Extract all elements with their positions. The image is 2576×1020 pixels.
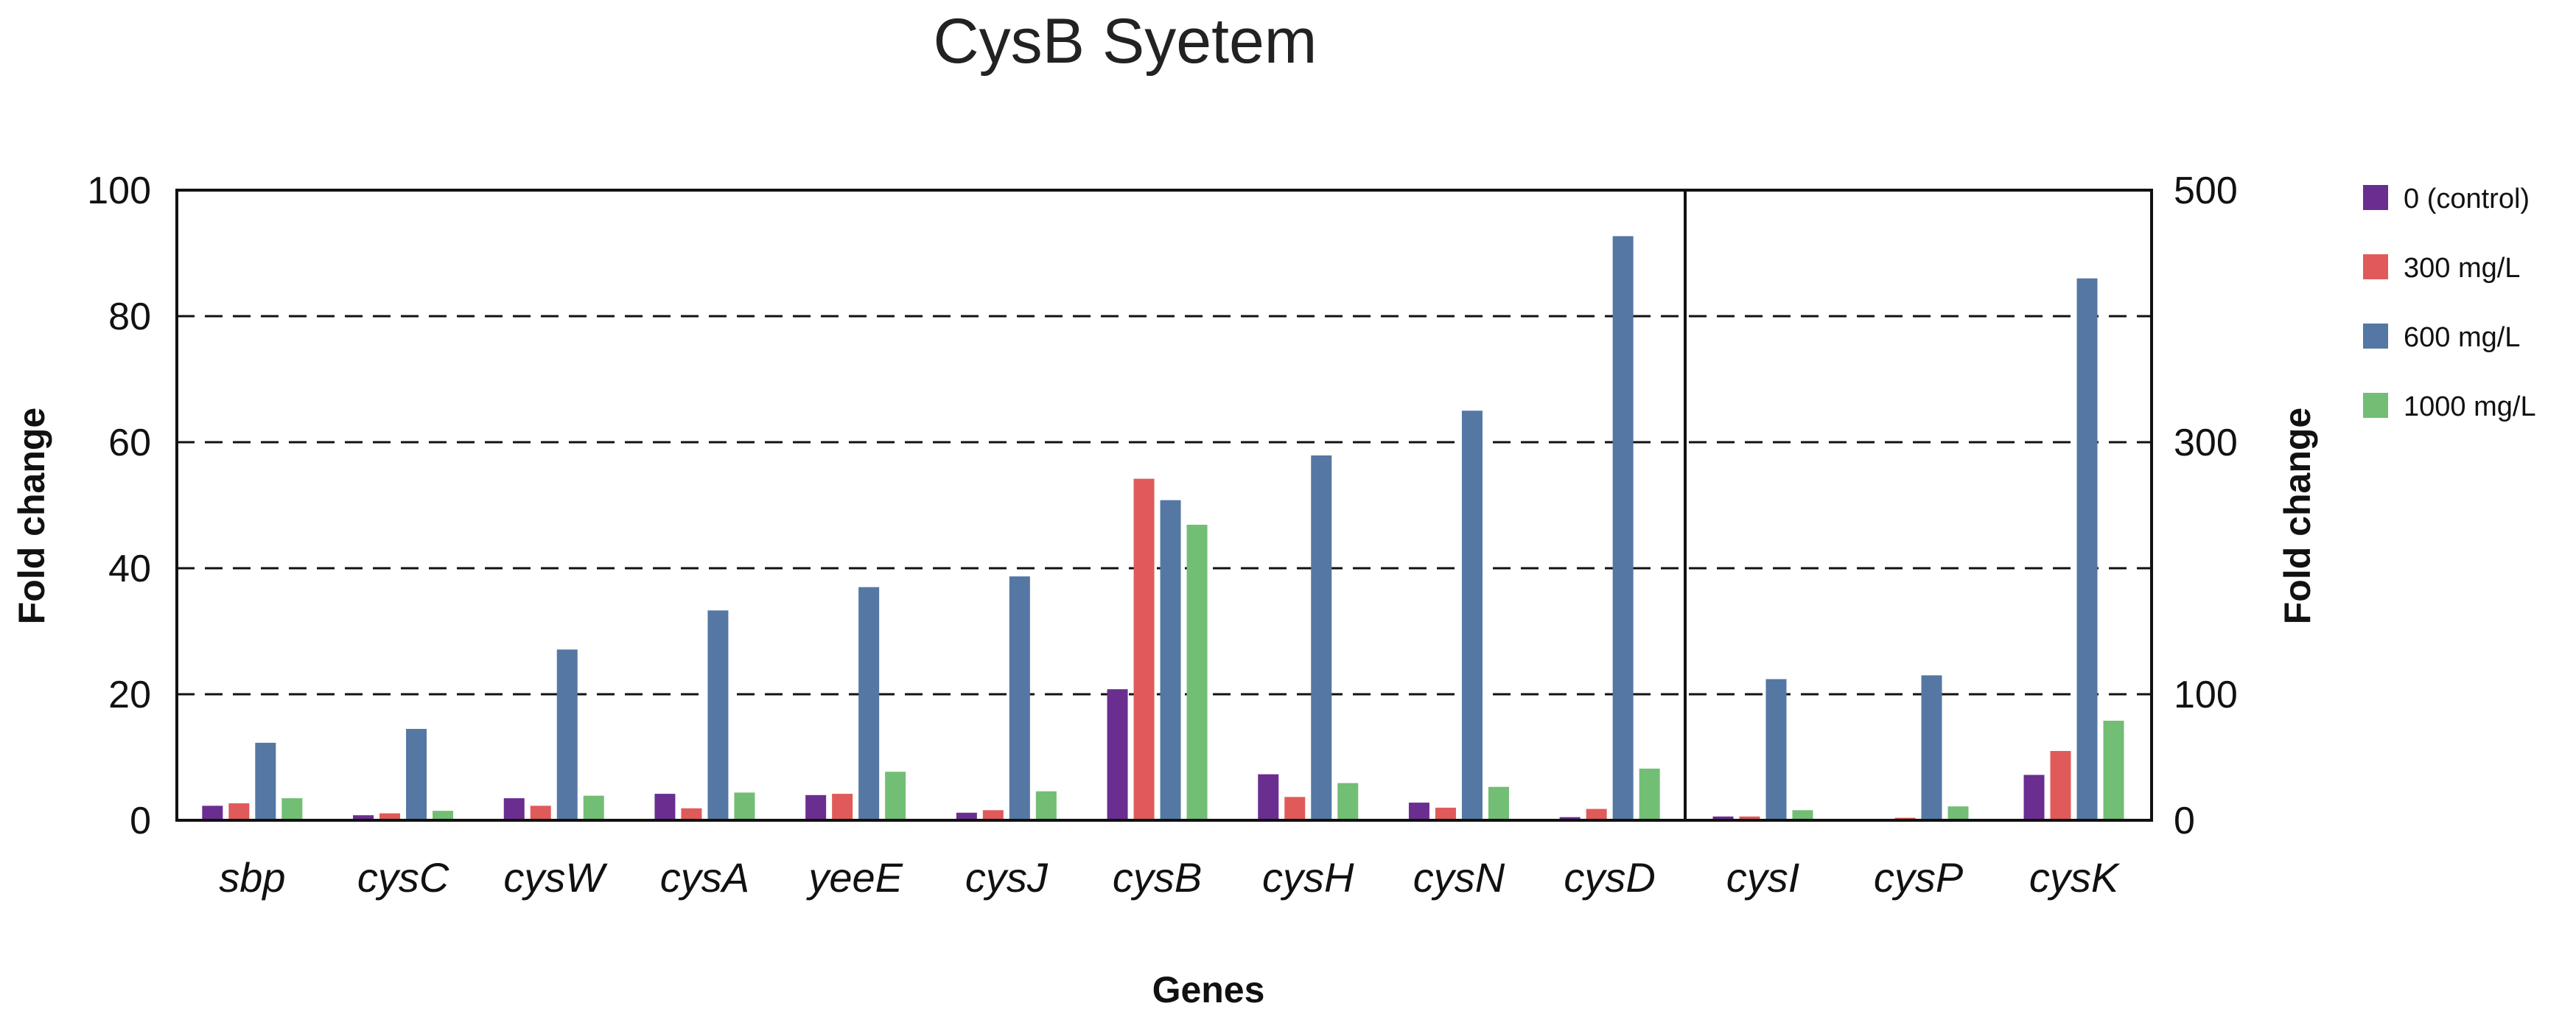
left-y-axis: 0 20 40 60 80 100 [87, 170, 151, 842]
legend-swatch [2363, 324, 2388, 349]
category-label: cysP [1874, 854, 1963, 901]
bar-cysH-3 [1337, 783, 1359, 820]
bar-cysK-1 [2050, 750, 2071, 820]
category-label: cysH [1262, 854, 1354, 901]
y-tick-label: 100 [87, 170, 151, 212]
bar-cysK-2 [2076, 278, 2098, 820]
y-tick-label: 60 [108, 422, 151, 464]
bar-cysH-1 [1284, 797, 1306, 820]
bar-cysC-2 [406, 729, 427, 820]
category-label: cysA [660, 854, 749, 901]
bar-cysB-2 [1160, 500, 1181, 820]
category-label: cysN [1413, 854, 1505, 901]
bar-cysC-3 [433, 811, 454, 820]
chart-title: CysB Syetem [934, 6, 1317, 77]
bar-cysJ-2 [1009, 576, 1030, 820]
category-label: cysD [1564, 854, 1655, 901]
legend-label: 1000 mg/L [2404, 391, 2536, 422]
bar-cysA-1 [681, 808, 702, 820]
legend-label: 600 mg/L [2404, 322, 2520, 353]
bar-yeeE-2 [858, 587, 880, 820]
bar-cysI-1 [1739, 816, 1760, 820]
y2-tick-label: 0 [2174, 800, 2195, 842]
bar-cysN-2 [1461, 411, 1483, 820]
category-label: cysC [357, 854, 449, 901]
legend: 0 (control) 300 mg/L 600 mg/L 1000 mg/L [2363, 184, 2536, 422]
category-label: cysW [503, 854, 608, 901]
category-label: cysJ [965, 854, 1049, 901]
bar-cysI-0 [1712, 816, 1734, 820]
y2-tick-label: 100 [2174, 674, 2238, 716]
bar-cysW-0 [503, 798, 525, 820]
bar-cysB-1 [1133, 478, 1155, 820]
bar-cysA-0 [654, 794, 676, 820]
bar-cysW-1 [530, 806, 551, 820]
category-label: cysK [2029, 854, 2121, 901]
y2-tick-label: 500 [2174, 170, 2238, 212]
bar-cysW-2 [556, 649, 578, 820]
bar-sbp-1 [228, 803, 250, 820]
bar-cysD-1 [1586, 808, 1607, 820]
legend-swatch [2363, 393, 2388, 418]
bar-cysN-1 [1435, 807, 1456, 820]
bar-cysP-3 [1947, 806, 1969, 820]
bars [202, 236, 2124, 820]
category-label: sbp [219, 854, 285, 901]
bar-cysI-3 [1792, 810, 1813, 820]
bar-cysH-2 [1311, 455, 1332, 820]
bar-yeeE-0 [805, 794, 827, 820]
bar-sbp-0 [202, 806, 223, 820]
bar-cysN-3 [1488, 786, 1509, 820]
legend-swatch [2363, 185, 2388, 210]
bar-cysN-0 [1408, 803, 1429, 820]
bar-cysJ-1 [982, 810, 1004, 820]
plot-frame [175, 189, 2153, 822]
bar-yeeE-3 [885, 772, 906, 820]
legend-swatch [2363, 254, 2388, 279]
bar-cysJ-3 [1035, 791, 1057, 820]
bar-cysB-0 [1107, 689, 1128, 820]
bar-cysA-2 [707, 610, 729, 820]
category-label: yeeE [805, 854, 903, 901]
legend-label: 0 (control) [2404, 184, 2530, 214]
y-tick-label: 80 [108, 296, 151, 338]
legend-label: 300 mg/L [2404, 253, 2520, 284]
bar-cysK-0 [2023, 775, 2045, 820]
x-axis-label: Genes [1152, 969, 1265, 1010]
plot-border [175, 189, 2153, 822]
x-axis-categories: sbp cysC cysW cysA yeeE cysJ cysB cysH cysN cysD c… [219, 854, 2121, 901]
bar-cysA-3 [734, 792, 755, 820]
y2-tick-label: 300 [2174, 422, 2238, 464]
bar-cysC-0 [353, 815, 374, 820]
y2-axis-label: Fold change [2277, 408, 2318, 624]
bar-yeeE-1 [832, 794, 853, 820]
bar-cysH-0 [1258, 774, 1279, 820]
bar-cysJ-0 [956, 812, 977, 820]
bar-sbp-3 [281, 798, 303, 820]
bar-cysP-2 [1921, 675, 1942, 820]
category-label: cysB [1113, 854, 1202, 901]
y-tick-label: 20 [108, 674, 151, 716]
category-label: cysI [1726, 854, 1800, 901]
bar-cysW-3 [583, 795, 604, 820]
bar-cysD-0 [1559, 817, 1581, 820]
y-axis-label: Fold change [11, 408, 52, 624]
y-tick-label: 0 [130, 800, 151, 842]
bar-cysD-2 [1612, 236, 1634, 820]
bar-cysK-3 [2103, 720, 2124, 820]
bar-cysI-2 [1765, 679, 1787, 820]
y-tick-label: 40 [108, 548, 151, 590]
bar-cysC-1 [379, 813, 401, 820]
right-y-axis: 0 100 300 500 [2174, 170, 2238, 842]
bar-sbp-2 [255, 742, 276, 820]
bar-cysD-3 [1639, 768, 1660, 820]
bar-cysB-3 [1186, 525, 1208, 820]
